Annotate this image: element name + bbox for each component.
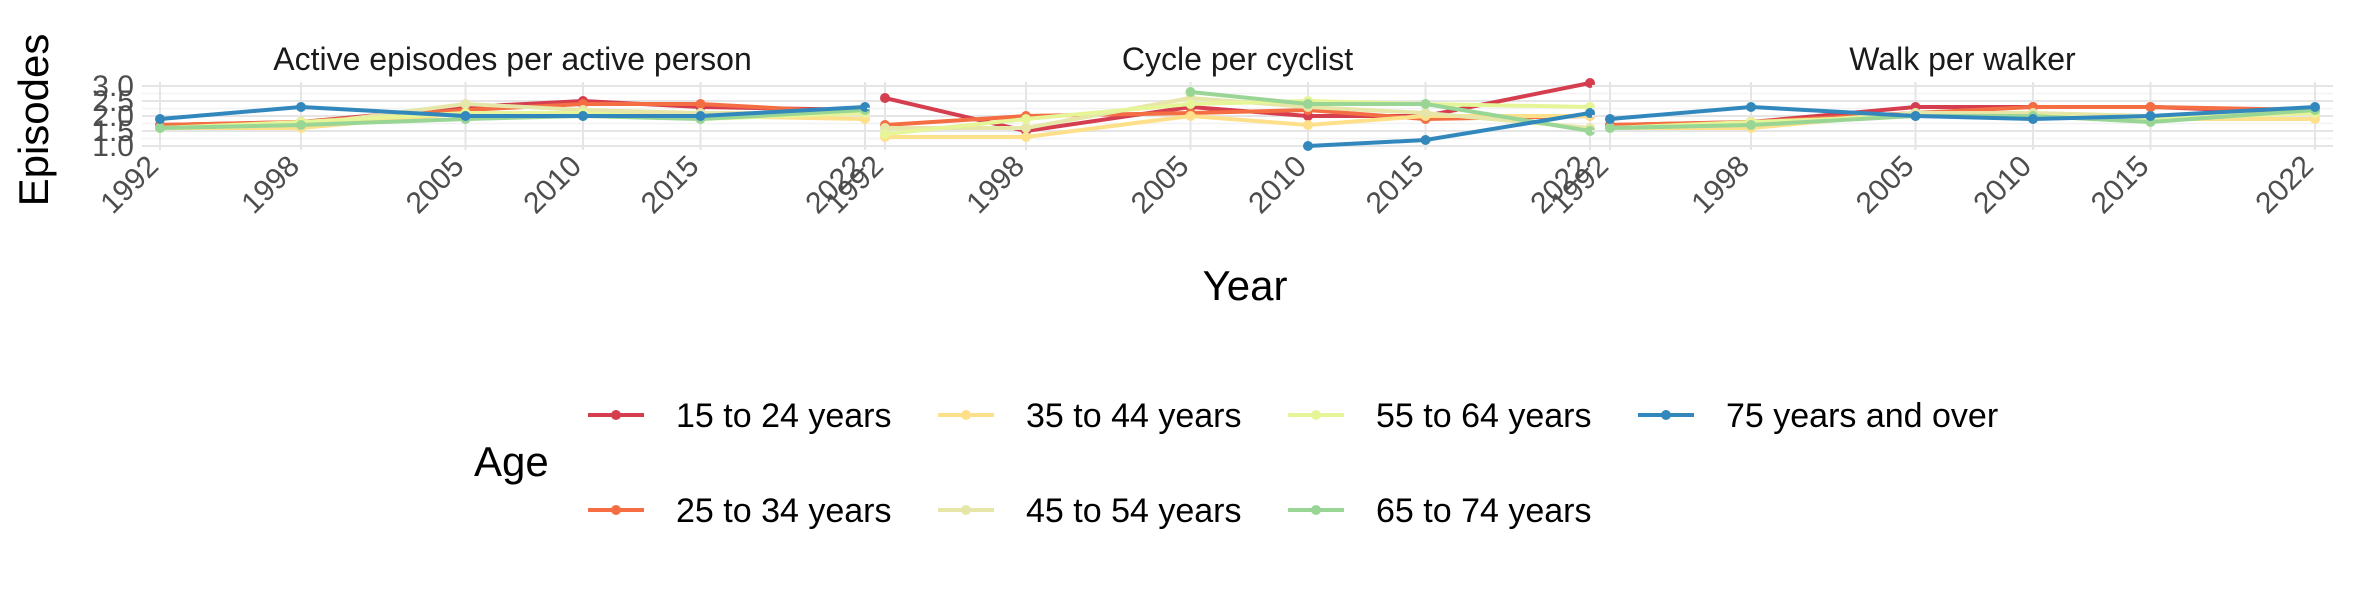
panel-title: Active episodes per active person (273, 41, 751, 77)
data-point (1746, 102, 1756, 112)
panel-title: Walk per walker (1849, 41, 2076, 77)
legend-item: 15 to 24 years (588, 397, 891, 435)
data-point (1021, 132, 1031, 142)
data-point (695, 111, 706, 121)
legend-item: 75 years and over (1638, 397, 1998, 435)
data-point (1185, 87, 1196, 97)
series-line (884, 108, 1591, 127)
data-point (1585, 126, 1595, 136)
series-75-years-and-over (1605, 102, 2320, 124)
legend-item: 45 to 54 years (938, 492, 1241, 530)
legend-key-point (611, 410, 621, 420)
data-point (2145, 102, 2156, 112)
legend-key-point (1311, 410, 1321, 420)
x-tick-label: 1998 (960, 150, 1031, 221)
x-tick-label: 1998 (235, 150, 306, 221)
y-tick-label: 2.5 (92, 85, 134, 118)
legend-label: 45 to 54 years (1026, 492, 1241, 530)
series-line (884, 99, 1591, 136)
data-point (2145, 111, 2156, 121)
legend-key-point (961, 410, 971, 420)
legend-key-point (1661, 410, 1671, 420)
x-tick-label: 2015 (2085, 150, 2156, 221)
data-point (880, 93, 890, 103)
legend-item: 65 to 74 years (1288, 492, 1591, 530)
data-point (1021, 123, 1031, 133)
data-point (1420, 135, 1431, 145)
x-tick-label: 2005 (1125, 150, 1196, 221)
legend-item: 35 to 44 years (938, 397, 1241, 435)
x-tick-label: 2015 (635, 150, 706, 221)
legend-key-point (961, 505, 971, 515)
x-tick-label: 2010 (1242, 150, 1313, 221)
data-point (860, 102, 870, 112)
y-tick-label: 3.0 (92, 70, 134, 103)
legend-label: 75 years and over (1726, 397, 1998, 435)
data-point (296, 102, 306, 112)
data-point (695, 99, 706, 109)
x-tick-label: 2022 (2249, 150, 2320, 221)
data-point (460, 111, 471, 121)
data-point (2028, 114, 2038, 124)
x-tick-label: 2010 (1967, 150, 2038, 221)
series-75-years-and-over (155, 102, 870, 124)
data-point (1605, 123, 1615, 133)
legend-item: 25 to 34 years (588, 492, 891, 530)
data-point (1746, 120, 1756, 130)
x-tick-label: 2015 (1360, 150, 1431, 221)
panel-title: Cycle per cyclist (1122, 41, 1353, 77)
x-tick-label: 1998 (1685, 150, 1756, 221)
series-line (159, 105, 866, 121)
y-axis-title: Episodes (10, 34, 57, 207)
data-point (1303, 99, 1313, 109)
data-point (1605, 114, 1615, 124)
x-tick-label: 2005 (1850, 150, 1921, 221)
data-point (880, 129, 890, 139)
y-tick-label: 1.5 (92, 115, 134, 148)
legend-label: 55 to 64 years (1376, 397, 1591, 435)
data-point (155, 114, 165, 124)
data-point (1185, 111, 1196, 121)
data-point (1910, 111, 1921, 121)
legend-item: 55 to 64 years (1288, 397, 1591, 435)
data-point (1420, 108, 1431, 118)
chart-panels: Active episodes per active person1.01.52… (92, 41, 2333, 220)
series-line (1609, 105, 2316, 121)
x-tick-label: 2010 (517, 150, 588, 221)
data-point (578, 111, 588, 121)
x-tick-label: 2005 (400, 150, 471, 221)
legend-label: 35 to 44 years (1026, 397, 1241, 435)
data-point (1303, 120, 1313, 130)
legend-label: 15 to 24 years (676, 397, 891, 435)
legend-items: 15 to 24 years 35 to 44 years 55 to 64 yea… (588, 397, 1998, 530)
y-tick-label: 1.0 (92, 130, 134, 163)
data-point (1185, 99, 1196, 109)
x-axis-title: Year (1203, 262, 1288, 309)
data-point (1303, 141, 1313, 151)
data-point (2310, 102, 2320, 112)
data-point (296, 120, 306, 130)
data-point (1420, 99, 1431, 109)
series-line (1190, 90, 1591, 133)
legend-key-point (1311, 505, 1321, 515)
data-point (460, 99, 471, 109)
y-tick-label: 2.0 (92, 100, 134, 133)
legend: Age 15 to 24 years 35 to 44 years 55 to 64… (474, 397, 1998, 530)
legend-label: 65 to 74 years (1376, 492, 1591, 530)
panel-1: Active episodes per active person1.01.52… (92, 41, 883, 220)
data-point (1021, 114, 1031, 124)
legend-key-point (611, 505, 621, 515)
legend-label: 25 to 34 years (676, 492, 891, 530)
series-65-to-74-years (1185, 87, 1595, 136)
data-point (155, 123, 165, 133)
legend-title: Age (474, 438, 549, 485)
